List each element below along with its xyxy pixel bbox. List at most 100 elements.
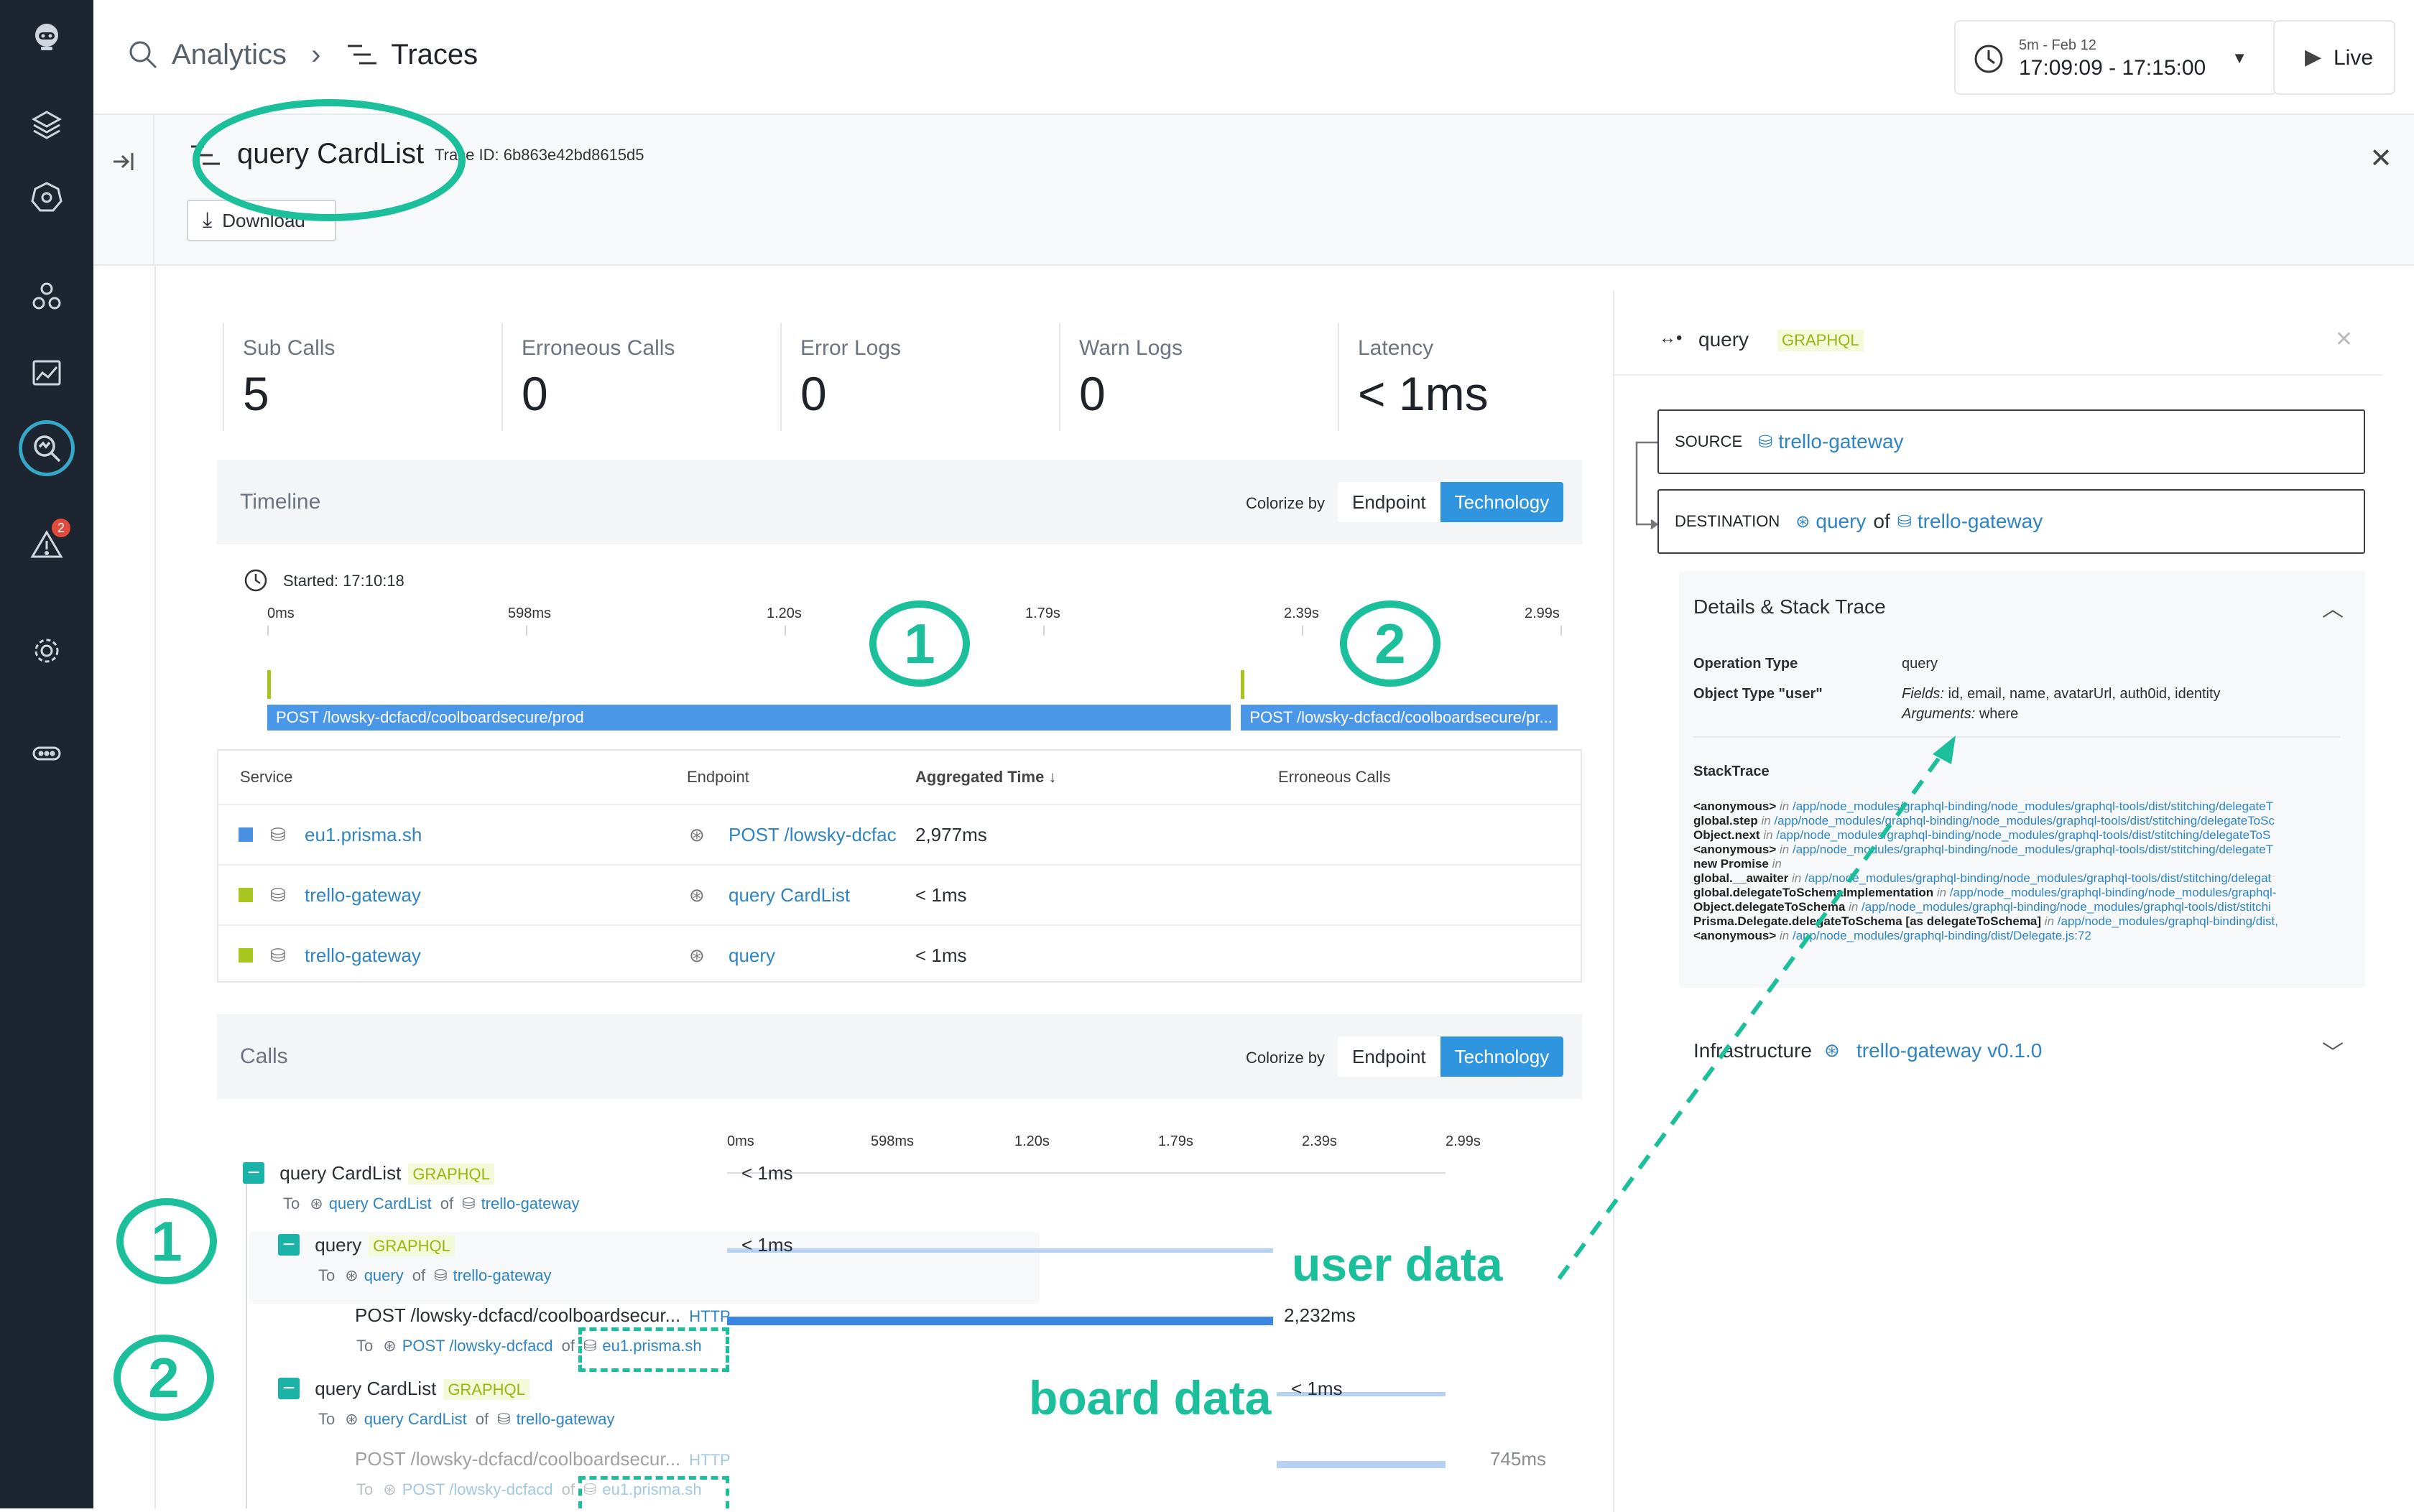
calls-endpoint-option[interactable]: Endpoint: [1338, 1036, 1440, 1077]
call-target-link[interactable]: POST /lowsky-dcfacd: [402, 1337, 553, 1355]
call-to: To: [318, 1266, 336, 1284]
database-icon: ⛁: [583, 1337, 597, 1355]
timeline-tick: 0ms: [267, 606, 295, 621]
calls-header: Calls Colorize by Endpoint Technology: [217, 1014, 1582, 1099]
destination-service-link[interactable]: trello-gateway: [1917, 510, 2043, 532]
call-row[interactable]: POST /lowsky-dcfacd/coolboardsecur... HTT…: [345, 1304, 731, 1355]
layers-icon[interactable]: [26, 104, 68, 146]
stack-path[interactable]: /app/node_modules/graphql-binding/node_m…: [1949, 886, 2277, 899]
service-link[interactable]: trello-gateway: [305, 883, 421, 906]
endpoint-link[interactable]: POST /lowsky-dcfac: [729, 823, 897, 845]
collapse-icon[interactable]: −: [278, 1234, 300, 1256]
stack-fn: <anonymous>: [1693, 799, 1777, 813]
calls-axis: 0ms 598ms 1.20s 1.79s 2.39s 2.99s: [727, 1133, 1481, 1155]
call-service-link[interactable]: eu1.prisma.sh: [602, 1337, 702, 1355]
call-service-link[interactable]: trello-gateway: [481, 1195, 580, 1212]
expand-panel-icon[interactable]: [109, 147, 138, 176]
call-target-link[interactable]: query CardList: [364, 1410, 467, 1428]
destination-query-link[interactable]: query: [1816, 510, 1867, 532]
close-trace-icon[interactable]: ✕: [2369, 144, 2392, 174]
call-service-link[interactable]: trello-gateway: [516, 1410, 615, 1428]
call-target-link[interactable]: query: [364, 1266, 404, 1284]
source-box: SOURCE ⛁ trello-gateway: [1657, 409, 2365, 474]
stack-path[interactable]: /app/node_modules/graphql-binding/node_m…: [1776, 828, 2271, 842]
alerts-count-badge: 2: [52, 519, 70, 537]
database-icon: ⛁: [270, 883, 286, 906]
analytics-icon[interactable]: [19, 420, 75, 476]
metric-value: 0: [522, 367, 548, 420]
service-color-swatch: [239, 888, 253, 902]
robot-logo-icon[interactable]: [26, 16, 68, 57]
stack-path[interactable]: /app/node_modules/graphql-binding/node_m…: [1862, 900, 2271, 914]
obj-type-label: Object Type "user": [1693, 686, 1823, 702]
table-row[interactable]: ⛁ eu1.prisma.sh ⊛ POST /lowsky-dcfac 2,977ms: [218, 804, 1581, 864]
call-row[interactable]: − query GRAPHQL To ⊛ query of ⛁ trello-gateway: [278, 1234, 551, 1285]
col-erroneous-calls[interactable]: Erroneous Calls: [1278, 768, 1391, 786]
infrastructure-row[interactable]: Infrastructure ⊛ trello-gateway v0.1.0 ﹀: [1679, 1009, 2365, 1095]
live-button[interactable]: ▶ Live: [2273, 20, 2395, 95]
col-aggregated-time[interactable]: Aggregated Time ↓: [915, 768, 1056, 787]
annotation-dashed-box-1: [578, 1327, 729, 1372]
stack-path[interactable]: /app/node_modules/graphql-binding/node_m…: [1792, 799, 2274, 813]
annotation-user-data: user data: [1292, 1238, 1503, 1291]
annotation-circle-1-calls: 1: [116, 1198, 217, 1284]
timeline-tick-mark: [1302, 626, 1303, 636]
stack-path[interactable]: /app/node_modules/graphql-binding/node_m…: [1792, 843, 2274, 856]
call-service-link[interactable]: eu1.prisma.sh: [602, 1480, 702, 1498]
kubernetes-icon[interactable]: [26, 176, 68, 218]
call-service-link[interactable]: trello-gateway: [453, 1266, 552, 1284]
top-bar: Analytics › Traces 5m - Feb 12 17:09:09 …: [93, 0, 2414, 115]
breadcrumb-analytics[interactable]: Analytics: [172, 38, 287, 70]
details-title[interactable]: Details & Stack Trace: [1693, 595, 1886, 618]
settings-gear-icon[interactable]: [26, 630, 68, 672]
stack-in: in: [1780, 799, 1790, 813]
time-range-picker[interactable]: 5m - Feb 12 17:09:09 - 17:15:00 ▼: [1954, 20, 2277, 95]
collapse-icon[interactable]: −: [278, 1378, 300, 1399]
call-target-link[interactable]: query CardList: [328, 1195, 432, 1212]
service-link[interactable]: eu1.prisma.sh: [305, 823, 422, 845]
chevron-down-icon[interactable]: ﹀: [2322, 1042, 2344, 1065]
call-icon: ↔•: [1659, 328, 1683, 348]
stack-path[interactable]: /app/node_modules/graphql-binding/node_m…: [1774, 814, 2275, 827]
source-service-link[interactable]: trello-gateway: [1778, 430, 1904, 453]
table-row[interactable]: ⛁ trello-gateway ⊛ query < 1ms: [218, 924, 1581, 985]
traces-icon: [348, 45, 377, 65]
service-link[interactable]: trello-gateway: [305, 944, 421, 966]
timeline-tick: 2.39s: [1284, 606, 1319, 621]
main-left-border: [154, 266, 156, 1508]
stack-line: global.delegateToSchemaImplementation in…: [1693, 886, 2354, 900]
table-row[interactable]: ⛁ trello-gateway ⊛ query CardList < 1ms: [218, 864, 1581, 924]
dashboard-icon[interactable]: [26, 352, 68, 394]
metric-value: 0: [1079, 367, 1106, 420]
call-target-link[interactable]: POST /lowsky-dcfacd: [402, 1480, 553, 1498]
more-icon[interactable]: [26, 733, 68, 774]
endpoint-icon: ⊛: [310, 1195, 323, 1212]
call-row[interactable]: − query CardList GRAPHQL To ⊛ query CardList…: [243, 1162, 580, 1213]
calls-technology-option[interactable]: Technology: [1440, 1036, 1564, 1077]
stack-path[interactable]: /app/node_modules/graphql-binding/node_m…: [1804, 871, 2272, 885]
timeline-technology-option[interactable]: Technology: [1440, 482, 1564, 522]
metric-value: 0: [800, 367, 827, 420]
timeline-endpoint-option[interactable]: Endpoint: [1338, 482, 1440, 522]
args-row: Arguments: where: [1902, 706, 2018, 723]
database-icon: ⛁: [270, 944, 286, 966]
call-row[interactable]: POST /lowsky-dcfacd/coolboardsecur... HTT…: [345, 1448, 731, 1499]
collapse-icon[interactable]: −: [243, 1162, 264, 1184]
cluster-icon[interactable]: [26, 277, 68, 318]
calls-title: Calls: [240, 1044, 288, 1068]
col-endpoint[interactable]: Endpoint: [687, 768, 749, 786]
timeline-bar-2[interactable]: POST /lowsky-dcfacd/coolboardsecure/pr..…: [1241, 705, 1558, 731]
timeline-bar-1[interactable]: POST /lowsky-dcfacd/coolboardsecure/prod: [267, 705, 1231, 731]
close-detail-icon[interactable]: ✕: [2334, 328, 2353, 351]
infra-link[interactable]: trello-gateway v0.1.0: [1856, 1039, 2043, 1062]
chevron-up-icon[interactable]: ︿: [2322, 598, 2344, 621]
endpoint-link[interactable]: query CardList: [729, 883, 851, 906]
stack-path[interactable]: /app/node_modules/graphql-binding/dist,: [2057, 914, 2278, 928]
stack-in: in: [1780, 929, 1790, 942]
endpoint-link[interactable]: query: [729, 944, 776, 966]
stack-path[interactable]: /app/node_modules/graphql-binding/dist/D…: [1792, 929, 2091, 942]
alerts-icon[interactable]: 2: [26, 519, 70, 566]
breadcrumb: Analytics › Traces: [126, 37, 478, 72]
call-row[interactable]: − query CardList GRAPHQL To ⊛ query CardList…: [278, 1378, 615, 1429]
col-service[interactable]: Service: [240, 768, 293, 786]
